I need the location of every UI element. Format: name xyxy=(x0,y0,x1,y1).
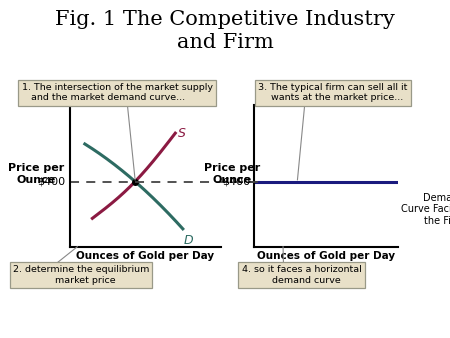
Text: D: D xyxy=(184,234,193,247)
Text: 4. so it faces a horizontal
   demand curve: 4. so it faces a horizontal demand curve xyxy=(242,265,361,285)
Text: $400: $400 xyxy=(222,176,250,187)
Text: 1. The intersection of the market supply
   and the market demand curve...: 1. The intersection of the market supply… xyxy=(22,83,212,102)
Text: $400: $400 xyxy=(37,176,65,187)
Text: Demand
Curve Facing
the Firm: Demand Curve Facing the Firm xyxy=(401,193,450,226)
Title: Market: Market xyxy=(121,89,170,102)
Text: Price per
Ounce: Price per Ounce xyxy=(203,163,260,185)
Text: Price per
Ounce: Price per Ounce xyxy=(8,163,64,185)
Text: 2. determine the equilibrium
   market price: 2. determine the equilibrium market pric… xyxy=(13,265,149,285)
Text: Fig. 1 The Competitive Industry
and Firm: Fig. 1 The Competitive Industry and Firm xyxy=(55,10,395,52)
X-axis label: Ounces of Gold per Day: Ounces of Gold per Day xyxy=(76,251,214,261)
Title: Firm: Firm xyxy=(310,89,342,102)
X-axis label: Ounces of Gold per Day: Ounces of Gold per Day xyxy=(257,251,395,261)
Text: 3. The typical firm can sell all it
   wants at the market price...: 3. The typical firm can sell all it want… xyxy=(258,83,408,102)
Text: S: S xyxy=(178,127,185,140)
